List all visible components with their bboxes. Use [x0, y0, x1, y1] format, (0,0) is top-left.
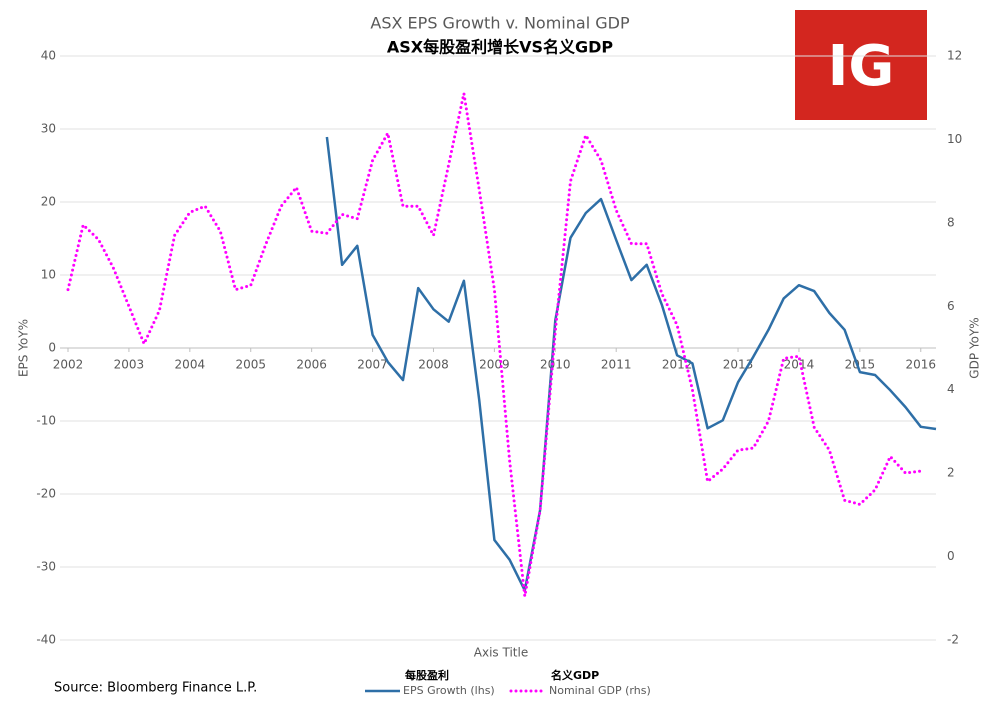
logo-box — [795, 10, 927, 120]
y2-tick-label: 12 — [947, 49, 962, 63]
x-tick-label: 2010 — [540, 358, 571, 372]
y-tick-label: 10 — [41, 268, 56, 282]
y-tick-label: 0 — [48, 341, 56, 355]
data-line — [66, 92, 923, 598]
y2-tick-label: 0 — [947, 549, 955, 563]
x-tick-label: 2005 — [235, 358, 266, 372]
y-tick-label: -30 — [36, 560, 56, 574]
y-tick-label: -20 — [36, 487, 56, 501]
x-tick-label: 2002 — [53, 358, 84, 372]
y2-axis-title: GDP YoY% — [968, 317, 982, 378]
y2-tick-label: 2 — [947, 466, 955, 480]
y2-tick-label: 4 — [947, 382, 955, 396]
x-tick-label: 2016 — [905, 358, 936, 372]
y2-tick-label: 6 — [947, 299, 955, 313]
source-note: Source: Bloomberg Finance L.P. — [54, 681, 257, 696]
y-tick-label: 30 — [41, 122, 56, 136]
x-tick-label: 2004 — [175, 358, 206, 372]
legend-label: Nominal GDP (rhs) — [549, 684, 651, 697]
x-tick-label: 2014 — [784, 358, 815, 372]
x-tick-label: 2003 — [114, 358, 145, 372]
y2-tick-label: -2 — [947, 633, 959, 647]
y-tick-label: 20 — [41, 195, 56, 209]
x-tick-label: 2006 — [296, 358, 327, 372]
y-tick-label: -10 — [36, 414, 56, 428]
data-line — [325, 136, 937, 592]
legend-note: 名义GDP — [551, 668, 599, 682]
legend-label: EPS Growth (lhs) — [403, 684, 495, 697]
y-tick-label: -40 — [36, 633, 56, 647]
x-tick-label: 2008 — [418, 358, 449, 372]
x-tick-label: 2011 — [601, 358, 632, 372]
y-axis-title: EPS YoY% — [17, 319, 31, 377]
x-tick-label: 2015 — [845, 358, 876, 372]
y2-tick-label: 8 — [947, 215, 955, 229]
y-tick-label: 40 — [41, 49, 56, 63]
legend-note: 每股盈利 — [405, 668, 449, 682]
y2-tick-label: 10 — [947, 132, 962, 146]
x-tick-label: 2007 — [357, 358, 388, 372]
chart-title: ASX EPS Growth v. Nominal GDP — [370, 14, 630, 33]
logo: IG — [828, 34, 895, 99]
x-axis-title: Axis Title — [474, 646, 528, 660]
x-tick-label: 2009 — [479, 358, 510, 372]
chart-subtitle: ASX每股盈利增长VS名义GDP — [387, 38, 614, 57]
